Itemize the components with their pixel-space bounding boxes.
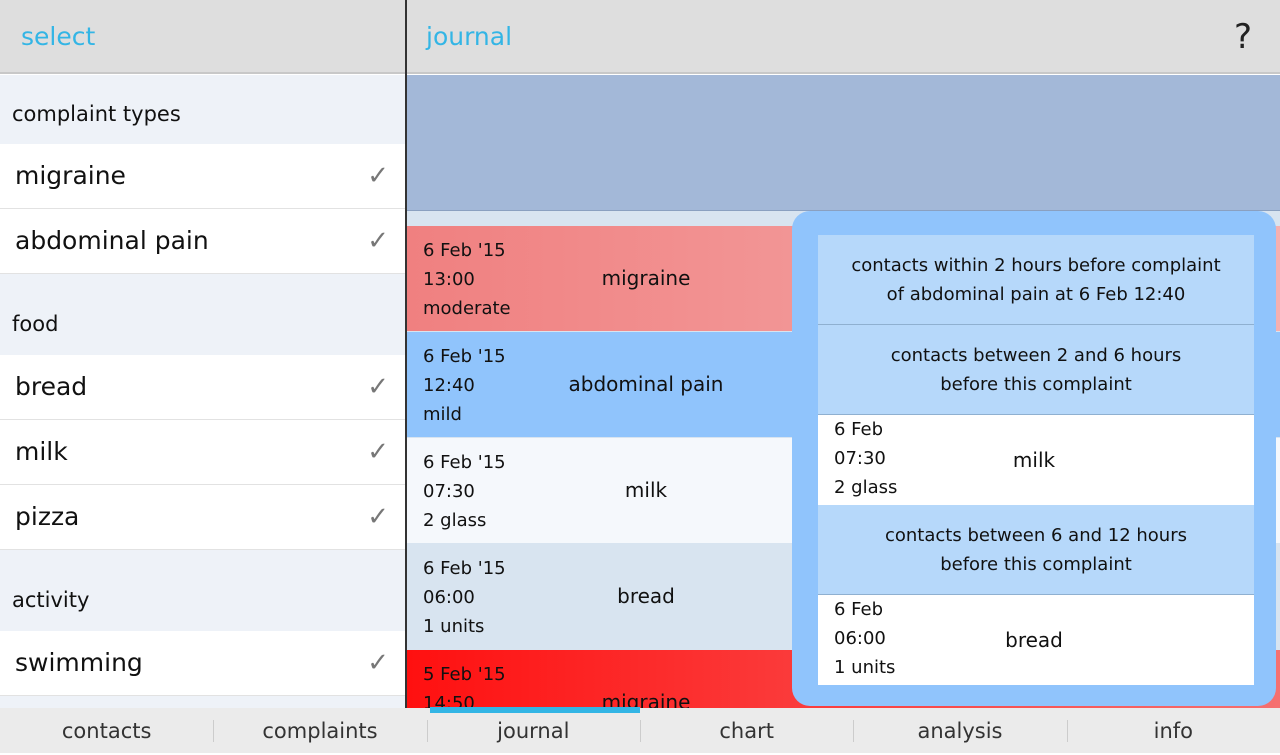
filter-item[interactable]: milk ✓ [0,420,405,485]
tab-info[interactable]: info [1066,708,1280,753]
entry-name: bread [617,584,675,608]
entry-name: migraine [601,690,691,708]
entry-date: 6 Feb '15 [423,346,506,367]
entry-date: 6 Feb '15 [423,558,506,579]
filter-item-label: milk [15,437,68,466]
entry-name: migraine [601,266,691,290]
tab-contacts[interactable]: contacts [61,719,152,743]
filter-item-label: pizza [15,502,80,531]
filter-item-label: swimming [15,648,143,677]
filter-item-label: migraine [15,161,126,190]
entry-time: 14:50 [423,693,475,708]
filter-item-label: bread [15,372,88,401]
popup-header: contacts between 2 and 6 hours before thi… [818,325,1254,415]
entry-time: 07:30 [423,481,475,502]
filter-item[interactable]: abdominal pain ✓ [0,209,405,274]
filter-item[interactable]: pizza ✓ [0,485,405,550]
filter-item-label: abdominal pain [15,226,209,255]
check-icon: ✓ [367,502,389,532]
section-header: activity [12,588,90,612]
check-icon: ✓ [367,372,389,402]
active-tab-indicator [430,707,640,713]
tab-analysis[interactable]: analysis [853,708,1066,753]
popup-header: contacts within 2 hours before complaint… [818,235,1254,325]
popup-item[interactable]: 6 Feb 07:30 2 glass milk [818,415,1254,505]
entry-detail: 1 units [423,616,485,637]
contacts-popup: contacts within 2 hours before complaint… [792,211,1276,706]
popup-header: contacts between 6 and 12 hours before th… [818,505,1254,595]
filter-list: complaint types migraine ✓ abdominal pain ✓ f… [0,75,405,708]
section-header: food [12,312,59,336]
entry-time: 06:00 [423,587,475,608]
entry-detail: 2 glass [423,510,487,531]
check-icon: ✓ [367,226,389,256]
filter-item[interactable]: bread ✓ [0,355,405,420]
tab-complaints[interactable]: complaints [213,708,426,753]
help-button[interactable]: ? [1233,17,1252,57]
entry-time: 13:00 [423,269,475,290]
select-title: select [21,22,96,51]
entry-name: milk [624,478,668,502]
journal-banner [407,75,1280,211]
journal-header: journal? [407,0,1280,74]
entry-date: 6 Feb '15 [423,452,506,473]
entry-detail: moderate [423,298,511,319]
entry-detail: mild [423,404,462,425]
tab-journal[interactable]: journal [426,708,640,753]
panel-divider [405,0,407,708]
filter-item[interactable]: swimming ✓ [0,631,405,696]
tab-chart[interactable]: chart [639,708,853,753]
check-icon: ✓ [367,437,389,467]
journal-title: journal [426,22,513,51]
entry-time: 12:40 [423,375,475,396]
entry-date: 6 Feb '15 [423,240,506,261]
check-icon: ✓ [367,648,389,678]
filter-item[interactable]: migraine ✓ [0,144,405,209]
section-header: complaint types [12,102,181,126]
popup-item[interactable]: 6 Feb 06:00 1 units bread [818,595,1254,685]
entry-date: 5 Feb '15 [423,664,506,685]
tab-bar: contacts complaints journal chart analysis in… [0,708,1280,753]
select-header: select [0,0,405,74]
entry-name: abdominal pain [568,372,724,396]
check-icon: ✓ [367,161,389,191]
